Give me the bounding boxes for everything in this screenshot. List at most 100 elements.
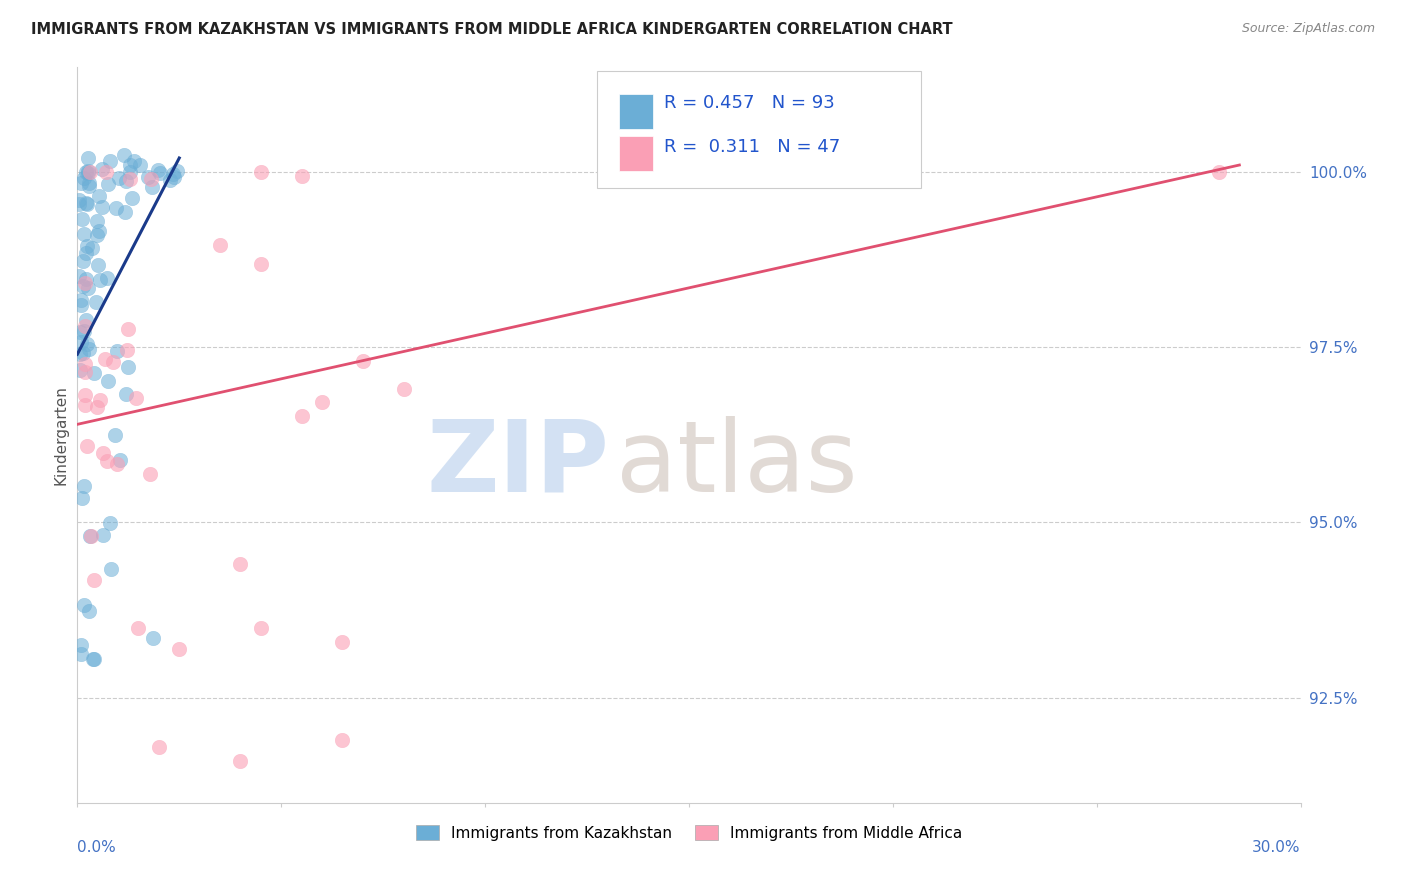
Text: ZIP: ZIP bbox=[426, 416, 609, 513]
Point bbox=[108, 453, 131, 467]
Point bbox=[89, 393, 111, 408]
Point bbox=[105, 344, 128, 359]
Point bbox=[136, 170, 159, 185]
Point bbox=[69, 176, 91, 190]
Point bbox=[82, 652, 104, 666]
Point bbox=[115, 343, 138, 358]
Point bbox=[77, 164, 100, 178]
Point bbox=[73, 479, 96, 493]
Point bbox=[79, 165, 101, 179]
Point bbox=[121, 191, 143, 205]
Point bbox=[75, 388, 97, 402]
Point bbox=[127, 621, 149, 635]
Point bbox=[75, 272, 97, 286]
Point bbox=[83, 574, 105, 588]
Point bbox=[114, 174, 136, 188]
Point bbox=[104, 201, 127, 215]
Point bbox=[148, 739, 170, 754]
Point bbox=[96, 453, 118, 467]
Point bbox=[162, 167, 184, 181]
Point bbox=[86, 227, 108, 242]
Point bbox=[141, 180, 163, 194]
Point bbox=[250, 257, 273, 271]
Point bbox=[84, 295, 107, 310]
Point bbox=[79, 343, 101, 357]
Point bbox=[90, 200, 112, 214]
Y-axis label: Kindergarten: Kindergarten bbox=[53, 385, 69, 484]
Point bbox=[146, 163, 169, 178]
Point bbox=[69, 325, 91, 339]
Point bbox=[112, 148, 135, 162]
Point bbox=[75, 195, 97, 210]
Point bbox=[72, 279, 94, 293]
Point bbox=[91, 528, 114, 542]
Point bbox=[97, 178, 120, 192]
Point bbox=[120, 165, 142, 179]
Point bbox=[72, 345, 94, 359]
Point bbox=[87, 258, 110, 272]
Point bbox=[70, 647, 93, 661]
Point bbox=[311, 394, 333, 409]
Point bbox=[77, 604, 100, 618]
Point bbox=[86, 400, 108, 414]
Point bbox=[290, 169, 312, 183]
Point bbox=[166, 164, 188, 178]
Point bbox=[76, 439, 98, 453]
Point bbox=[67, 193, 90, 207]
Point bbox=[159, 173, 181, 187]
Point bbox=[70, 211, 93, 226]
Point bbox=[163, 170, 186, 185]
Point bbox=[75, 318, 97, 333]
Point bbox=[73, 227, 96, 242]
Point bbox=[120, 172, 142, 186]
Point bbox=[76, 337, 98, 351]
Point bbox=[80, 529, 103, 543]
Point bbox=[70, 293, 93, 307]
Point bbox=[352, 353, 374, 368]
Point bbox=[75, 365, 97, 379]
Point bbox=[77, 166, 100, 180]
Point bbox=[122, 154, 145, 169]
Point bbox=[76, 281, 98, 295]
Point bbox=[100, 562, 122, 576]
Point bbox=[120, 158, 142, 172]
Point bbox=[76, 151, 98, 165]
Point bbox=[70, 335, 93, 350]
Point bbox=[332, 634, 354, 648]
Point bbox=[96, 271, 118, 285]
Point bbox=[73, 171, 96, 186]
Point bbox=[79, 529, 101, 543]
Point bbox=[70, 639, 93, 653]
Point bbox=[67, 196, 90, 211]
Point bbox=[250, 165, 273, 179]
Point bbox=[70, 491, 93, 505]
Point bbox=[115, 387, 138, 401]
Point bbox=[169, 641, 191, 656]
Point bbox=[91, 446, 114, 460]
Point bbox=[98, 153, 121, 168]
Point bbox=[98, 516, 121, 531]
Point bbox=[77, 177, 100, 191]
Point bbox=[89, 189, 111, 203]
Point bbox=[139, 467, 162, 482]
Point bbox=[104, 428, 127, 442]
Point bbox=[117, 359, 139, 374]
Point bbox=[79, 178, 101, 193]
Text: IMMIGRANTS FROM KAZAKHSTAN VS IMMIGRANTS FROM MIDDLE AFRICA KINDERGARTEN CORRELA: IMMIGRANTS FROM KAZAKHSTAN VS IMMIGRANTS… bbox=[31, 22, 952, 37]
Point bbox=[142, 631, 165, 645]
Point bbox=[76, 239, 98, 253]
Point bbox=[69, 346, 91, 360]
Point bbox=[75, 246, 97, 260]
Point bbox=[75, 398, 97, 412]
Point bbox=[103, 355, 125, 369]
Legend: Immigrants from Kazakhstan, Immigrants from Middle Africa: Immigrants from Kazakhstan, Immigrants f… bbox=[409, 819, 969, 847]
Bar bbox=[619, 136, 654, 171]
Point bbox=[332, 732, 354, 747]
Bar bbox=[619, 95, 654, 129]
Point bbox=[86, 214, 108, 228]
Point bbox=[250, 621, 273, 635]
Point bbox=[89, 224, 111, 238]
Point bbox=[114, 204, 136, 219]
Point bbox=[392, 383, 415, 397]
FancyBboxPatch shape bbox=[598, 70, 921, 188]
